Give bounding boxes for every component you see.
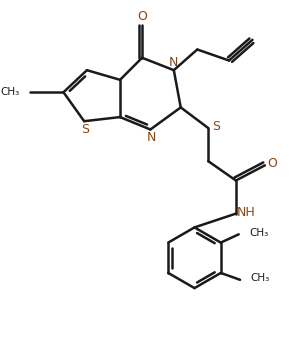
Text: CH₃: CH₃ [1,87,20,97]
Text: O: O [137,10,147,23]
Text: CH₃: CH₃ [251,273,270,284]
Text: NH: NH [237,206,256,219]
Text: N: N [168,56,178,69]
Text: O: O [268,158,277,170]
Text: CH₃: CH₃ [249,228,268,238]
Text: S: S [81,123,89,136]
Text: S: S [212,120,220,133]
Text: N: N [147,131,156,144]
